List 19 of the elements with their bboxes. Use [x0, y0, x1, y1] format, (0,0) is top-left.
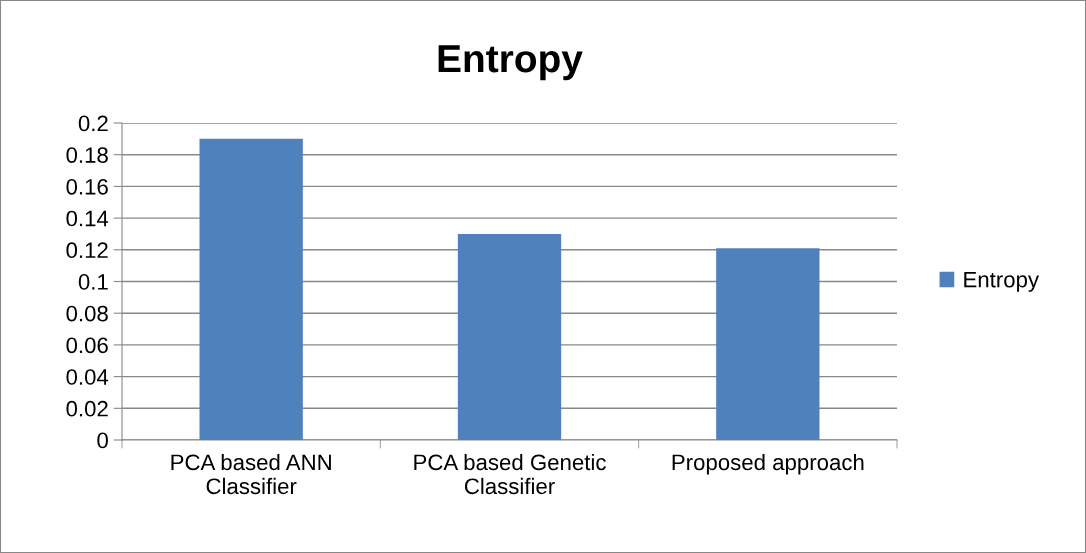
- y-tick-label: 0.1: [78, 274, 108, 290]
- chart-title: Entropy: [438, 45, 583, 81]
- x-tick-label: PCA based Genetic Classifier: [414, 453, 606, 495]
- bar: [716, 248, 820, 440]
- bar: [199, 138, 303, 440]
- y-tick-label: 0.02: [66, 400, 108, 417]
- y-tick-label: 0.06: [66, 337, 108, 354]
- y-tick-label: 0.08: [66, 305, 108, 322]
- y-tick-label: 0: [97, 432, 108, 449]
- y-tick-label: 0.2: [78, 115, 108, 132]
- y-tick-label: 0.04: [66, 369, 109, 385]
- bar: [457, 233, 562, 440]
- y-tick-label: 0.14: [66, 210, 109, 227]
- y-tick-label: 0.18: [66, 147, 108, 163]
- y-tick-label: 0.16: [66, 178, 108, 195]
- legend-label: Entropy: [964, 271, 1040, 292]
- y-tick-label: 0.12: [66, 242, 108, 259]
- x-tick-label: Proposed approach: [672, 453, 864, 475]
- x-tick-label: PCA based ANN Classifier: [171, 453, 331, 495]
